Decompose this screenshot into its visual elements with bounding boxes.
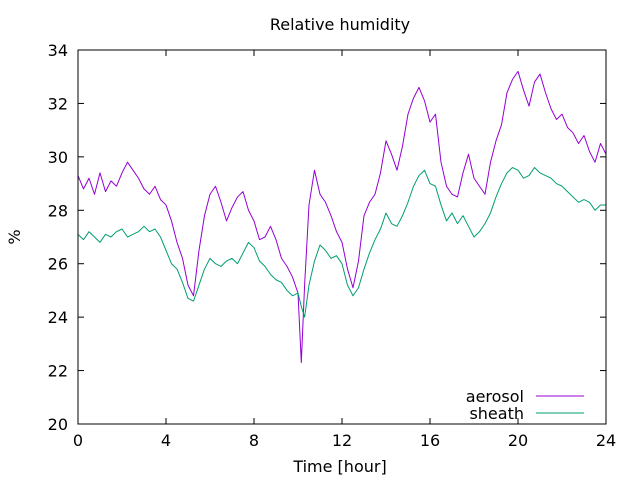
x-tick-label: 16 xyxy=(420,431,440,450)
y-tick-label: 22 xyxy=(48,362,68,381)
y-tick-label: 32 xyxy=(48,94,68,113)
plot-frame xyxy=(77,49,607,425)
x-tick-label: 20 xyxy=(508,431,528,450)
x-tick-label: 12 xyxy=(332,431,352,450)
chart-title: Relative humidity xyxy=(270,15,410,34)
series-line-aerosol xyxy=(77,70,607,364)
x-axis-title: Time [hour] xyxy=(292,457,386,476)
y-axis-title: % xyxy=(5,229,24,244)
x-tick-label: 4 xyxy=(161,431,171,450)
y-tick-label: 24 xyxy=(48,308,68,327)
legend-label-aerosol: aerosol xyxy=(466,387,524,406)
x-tick-label: 24 xyxy=(596,431,616,450)
y-tick-label: 34 xyxy=(48,41,68,60)
series-lines xyxy=(77,70,607,364)
axis-ticks: 0 4 8 12 16 20 24 20 22 24 26 28 30 32 34 xyxy=(48,41,617,450)
y-tick-label: 30 xyxy=(48,148,68,167)
x-tick-label: 8 xyxy=(249,431,259,450)
y-tick-label: 26 xyxy=(48,255,68,274)
x-tick-label: 0 xyxy=(73,431,83,450)
series-line-sheath xyxy=(77,167,606,318)
legend-label-sheath: sheath xyxy=(469,404,524,423)
y-tick-label: 20 xyxy=(48,415,68,434)
y-tick-label: 28 xyxy=(48,201,68,220)
